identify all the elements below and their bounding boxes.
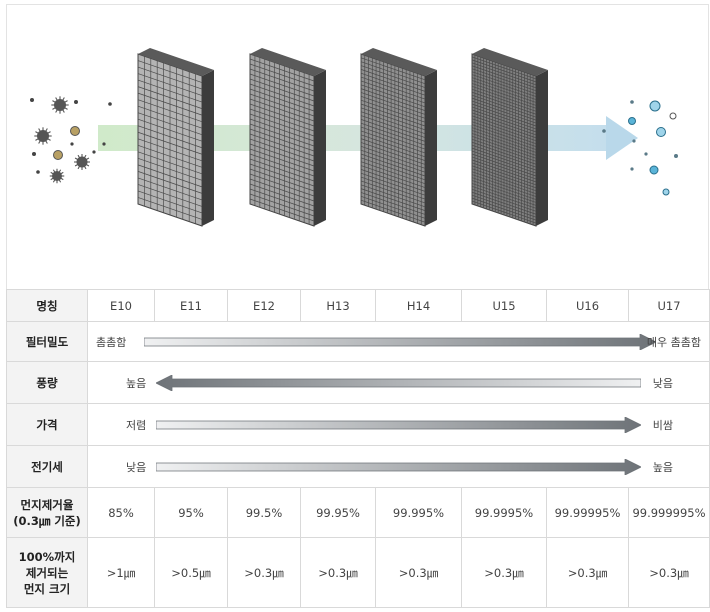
clean-air-dot [644, 152, 648, 156]
removal-u16: 99.99995% [546, 487, 629, 538]
virus-particle [51, 96, 69, 114]
density-start-label: 촘촘함 [96, 335, 127, 349]
filter-panel-3 [360, 48, 437, 227]
removal-h14: 99.995% [375, 487, 462, 538]
price-arrow [156, 416, 641, 433]
clean-air-particle [649, 100, 661, 112]
filter-grade-table: 명칭 E10 E11 E12 H13 H14 U15 U16 U17 필터밀도 … [6, 289, 710, 608]
row-particle-size: 100%까지 제거되는 먼지 크기 >1㎛ >0.5㎛ >0.3㎛ >0.3㎛ … [6, 537, 710, 608]
clean-air-particles [602, 100, 678, 196]
filter-panel-1 [137, 48, 214, 227]
grade-h13: H13 [300, 289, 376, 322]
row-price: 가격 저렴 비쌈 [6, 403, 710, 446]
header-power: 전기세 [6, 445, 88, 488]
fine-dust-particle [30, 98, 34, 102]
header-particle-size: 100%까지 제거되는 먼지 크기 [6, 537, 88, 608]
row-power: 전기세 낮음 높음 [6, 445, 710, 488]
clean-air-dot [632, 139, 636, 143]
grade-u16: U16 [546, 289, 629, 322]
fine-dust-particle [36, 170, 40, 174]
clean-air-particle [649, 165, 659, 175]
grade-e10: E10 [87, 289, 155, 322]
size-u17: >0.3㎛ [628, 537, 710, 608]
header-size-line1: 100%까지 [18, 549, 76, 564]
grade-e11: E11 [154, 289, 228, 322]
filter-panel-4 [471, 48, 548, 227]
fine-dust-particle [92, 150, 96, 154]
grade-u15: U15 [461, 289, 547, 322]
size-h13: >0.3㎛ [300, 537, 376, 608]
fine-dust-particle [70, 142, 74, 146]
power-start-label: 낮음 [126, 460, 147, 474]
row-removal-rate: 먼지제거율 (0.3㎛ 기준) 85% 95% 99.5% 99.95% 99.… [6, 487, 710, 538]
density-scale: 촘촘함 매우 촘촘함 [87, 321, 710, 362]
filter-panel-2 [249, 48, 326, 227]
power-arrow [156, 458, 641, 475]
filter-panels [137, 48, 548, 227]
removal-e11: 95% [154, 487, 228, 538]
density-arrow [144, 333, 656, 350]
clean-air-particle [656, 127, 666, 137]
clean-air-particle [662, 188, 670, 196]
filtration-illustration [6, 4, 709, 290]
power-scale: 낮음 높음 [87, 445, 710, 488]
removal-e12: 99.5% [227, 487, 301, 538]
power-end-label: 높음 [652, 460, 673, 474]
price-start-label: 저렴 [126, 418, 147, 432]
virus-particle [34, 127, 52, 145]
size-u15: >0.3㎛ [461, 537, 547, 608]
clean-air-dot [630, 100, 634, 104]
row-grade-names: 명칭 E10 E11 E12 H13 H14 U15 U16 U17 [6, 289, 710, 322]
fine-dust-particle [102, 142, 106, 146]
header-size-line3: 먼지 크기 [23, 581, 71, 596]
row-filter-density: 필터밀도 촘촘함 매우 촘촘함 [6, 321, 710, 362]
header-removal-line1: 먼지제거율 [20, 497, 74, 512]
fine-dust-particle [108, 102, 112, 106]
removal-u17: 99.999995% [628, 487, 710, 538]
size-u16: >0.3㎛ [546, 537, 629, 608]
header-removal-rate: 먼지제거율 (0.3㎛ 기준) [6, 487, 88, 538]
size-e12: >0.3㎛ [227, 537, 301, 608]
header-density: 필터밀도 [6, 321, 88, 362]
pollen-particle [53, 150, 63, 160]
size-e10: >1㎛ [87, 537, 155, 608]
fine-dust-particle [74, 100, 78, 104]
virus-particle [49, 168, 65, 184]
row-airflow: 풍량 높음 낮음 [6, 361, 710, 404]
removal-u15: 99.9995% [461, 487, 547, 538]
header-name: 명칭 [6, 289, 88, 322]
airflow-end-label: 낮음 [652, 376, 673, 390]
grade-u17: U17 [628, 289, 710, 322]
price-scale: 저렴 비쌈 [87, 403, 710, 446]
clean-air-dot [674, 154, 678, 158]
size-e11: >0.5㎛ [154, 537, 228, 608]
density-end-label: 매우 촘촘함 [646, 335, 701, 349]
clean-air-dot [630, 167, 634, 171]
virus-particle [74, 154, 90, 170]
clean-air-dot [602, 129, 606, 133]
removal-e10: 85% [87, 487, 155, 538]
grade-e12: E12 [227, 289, 301, 322]
fine-dust-particle [32, 152, 36, 156]
header-removal-line2: (0.3㎛ 기준) [13, 513, 81, 528]
airflow-start-label: 높음 [126, 376, 147, 390]
header-price: 가격 [6, 403, 88, 446]
airflow-arrow [156, 374, 641, 391]
clean-air-particle [669, 112, 677, 120]
grade-h14: H14 [375, 289, 462, 322]
dust-particles [30, 96, 112, 184]
removal-h13: 99.95% [300, 487, 376, 538]
airflow-scale: 높음 낮음 [87, 361, 710, 404]
pollen-particle [70, 126, 80, 136]
size-h14: >0.3㎛ [375, 537, 462, 608]
clean-air-particle [628, 117, 636, 125]
price-end-label: 비쌈 [652, 418, 673, 432]
header-airflow: 풍량 [6, 361, 88, 404]
header-size-line2: 제거되는 [25, 565, 69, 580]
